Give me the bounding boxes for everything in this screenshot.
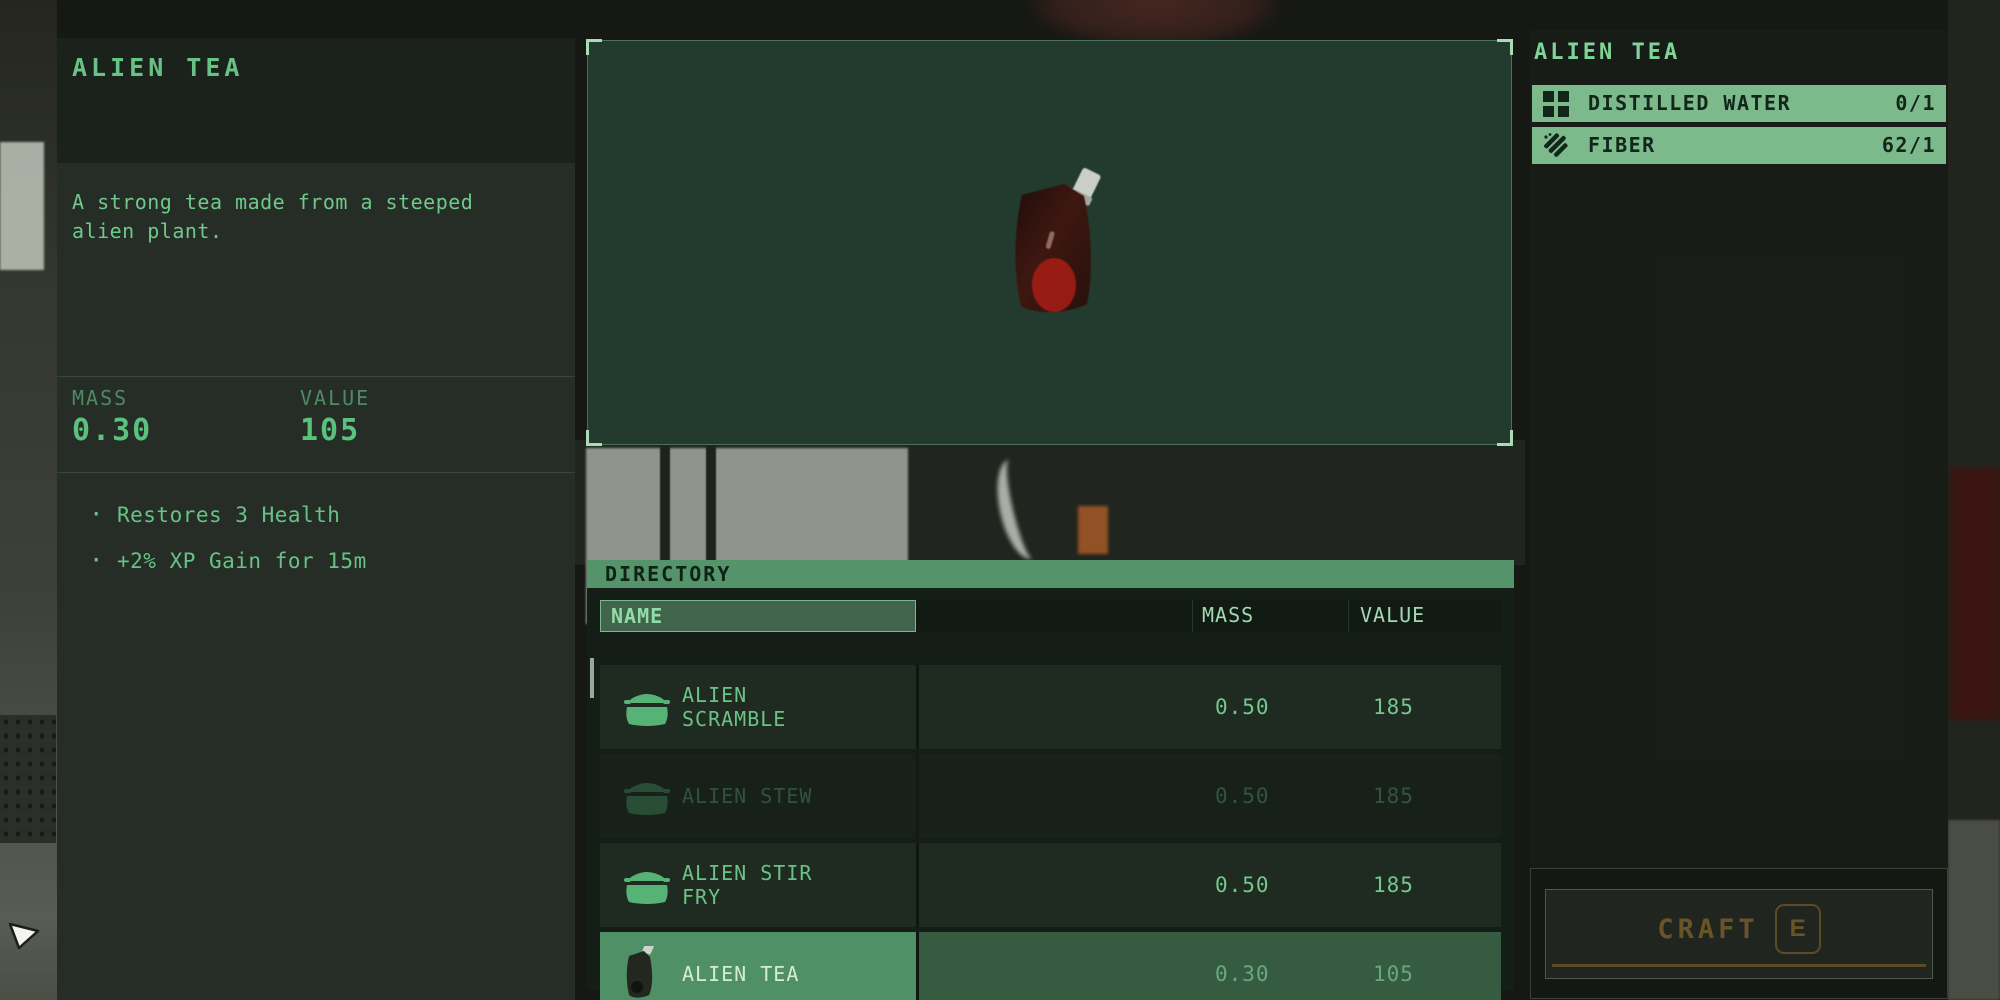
effect-text: +2% XP Gain for 15m <box>117 549 367 573</box>
item-preview-viewport <box>586 39 1513 446</box>
recipe-mass: 0.50 <box>1215 784 1270 808</box>
recipe-mass: 0.50 <box>1215 873 1270 897</box>
directory-panel: DIRECTORY NAME MASS VALUE ALIEN SCRAMB <box>587 560 1514 1000</box>
drink-pouch-3d-model <box>1015 168 1101 313</box>
recipe-value: 185 <box>1373 873 1414 897</box>
craft-label: CRAFT <box>1657 913 1759 945</box>
recipe-name: ALIEN STEW <box>682 784 813 808</box>
directory-table: NAME MASS VALUE ALIEN SCRAMBLE 0 <box>587 588 1514 1000</box>
recipe-row-alien-stew[interactable]: ALIEN STEW 0.50 185 <box>600 754 1501 838</box>
craft-section: CRAFT E <box>1530 868 1948 999</box>
column-header-mass: MASS <box>1202 603 1255 627</box>
recipe-title: ALIEN TEA <box>1534 40 1681 65</box>
effect-item: · Restores 3 Health <box>57 500 575 546</box>
ingredient-count: 0/1 <box>1895 91 1936 115</box>
corner-mark-icon <box>586 430 602 446</box>
fiber-strands-icon <box>1544 133 1568 157</box>
item-title: ALIEN TEA <box>57 38 575 163</box>
recipe-value: 185 <box>1373 695 1414 719</box>
value-value: 105 <box>300 413 361 448</box>
bullet-icon: · <box>89 546 104 574</box>
divider <box>1348 600 1349 632</box>
corner-mark-icon <box>586 39 602 55</box>
divider <box>916 932 919 1000</box>
recipe-mass: 0.30 <box>1215 962 1270 986</box>
recipe-name: ALIEN SCRAMBLE <box>682 683 787 731</box>
craft-button[interactable]: CRAFT E <box>1545 889 1933 979</box>
directory-title: DIRECTORY <box>587 560 1514 588</box>
background-rod <box>660 446 670 576</box>
background-vent <box>0 715 56 843</box>
divider <box>57 472 575 473</box>
ingredient-name: DISTILLED WATER <box>1588 91 1792 115</box>
recipe-panel: ALIEN TEA DISTILLED WATER 0/1 FI <box>1530 30 1948 1000</box>
recipe-name-cell: ALIEN TEA <box>600 932 916 1000</box>
directory-table-header: NAME MASS VALUE <box>600 600 1501 632</box>
corner-mark-icon <box>1497 39 1513 55</box>
food-container-icon <box>624 872 670 904</box>
corner-mark-icon <box>1497 430 1513 446</box>
background-object <box>1950 468 2000 720</box>
list-scrollbar[interactable] <box>590 658 594 698</box>
background-rod <box>706 446 716 576</box>
ingredient-row-distilled-water: DISTILLED WATER 0/1 <box>1532 85 1946 122</box>
mass-label: MASS <box>72 386 129 410</box>
column-header-value: VALUE <box>1360 603 1426 627</box>
item-stats: MASS 0.30 VALUE 105 <box>72 386 532 466</box>
ingredient-count: 62/1 <box>1881 133 1936 157</box>
recipe-name: ALIEN TEA <box>682 962 800 986</box>
mouse-cursor-icon <box>8 922 40 950</box>
divider <box>916 754 919 838</box>
divider <box>57 376 575 377</box>
keybind-e-icon: E <box>1774 904 1821 954</box>
mass-stat: MASS 0.30 <box>72 386 152 448</box>
background-floor <box>1948 820 2000 1000</box>
recipe-name-cell: ALIEN STIR FRY <box>600 843 916 927</box>
recipe-name: ALIEN STIR FRY <box>682 861 813 909</box>
value-stat: VALUE 105 <box>300 386 370 448</box>
background-monitor <box>0 142 44 270</box>
value-label: VALUE <box>300 386 371 410</box>
recipe-row-alien-stir-fry[interactable]: ALIEN STIR FRY 0.50 185 <box>600 843 1501 927</box>
ingredient-row-fiber: FIBER 62/1 <box>1532 127 1946 164</box>
craft-underline <box>1552 964 1926 967</box>
recipe-value: 185 <box>1373 784 1414 808</box>
recipe-name-cell: ALIEN SCRAMBLE <box>600 665 916 749</box>
food-container-icon <box>624 694 670 726</box>
background-label <box>1078 506 1108 554</box>
divider <box>916 843 919 927</box>
item-effects-list: · Restores 3 Health · +2% XP Gain for 15… <box>57 500 575 592</box>
divider <box>1192 600 1193 632</box>
effect-item: · +2% XP Gain for 15m <box>57 546 575 592</box>
recipe-row-alien-scramble[interactable]: ALIEN SCRAMBLE 0.50 185 <box>600 665 1501 749</box>
divider <box>916 665 919 749</box>
column-header-name: NAME <box>600 600 916 632</box>
ingredient-name: FIBER <box>1588 133 1656 157</box>
window-grid-icon <box>1543 91 1569 117</box>
food-container-icon <box>624 783 670 815</box>
recipe-mass: 0.50 <box>1215 695 1270 719</box>
effect-text: Restores 3 Health <box>117 503 341 527</box>
recipe-name-cell: ALIEN STEW <box>600 754 916 838</box>
bullet-icon: · <box>89 500 104 528</box>
recipe-row-alien-tea[interactable]: ALIEN TEA 0.30 105 <box>600 932 1501 1000</box>
item-detail-panel: ALIEN TEA A strong tea made from a steep… <box>57 38 575 1000</box>
mass-value: 0.30 <box>72 413 153 448</box>
recipe-value: 105 <box>1373 962 1414 986</box>
item-description: A strong tea made from a steeped alien p… <box>72 190 474 243</box>
drink-pouch-icon <box>626 946 654 998</box>
